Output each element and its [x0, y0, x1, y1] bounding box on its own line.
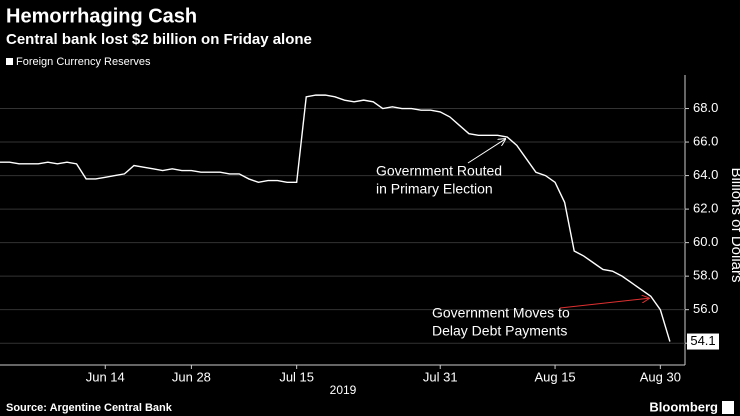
y-tick-label: 56.0 [693, 301, 718, 316]
annotation-arrow [467, 139, 505, 164]
brand: Bloomberg [649, 399, 718, 414]
y-tick-label: 64.0 [693, 167, 718, 182]
chart-title: Hemorrhaging Cash [6, 5, 197, 27]
annotation-arrow [559, 298, 649, 309]
y-tick-label: 66.0 [693, 133, 718, 148]
x-tick-label: Jul 31 [423, 369, 458, 384]
legend-label: Foreign Currency Reserves [16, 56, 151, 68]
x-tick-label: Jul 15 [279, 369, 314, 384]
annotation-text: Delay Debt Payments [432, 323, 567, 339]
annotation-text: Government Routed [376, 163, 502, 179]
y-tick-label: 62.0 [693, 201, 718, 216]
value-label: 54.1 [690, 333, 715, 348]
x-tick-label: Aug 30 [640, 369, 681, 384]
annotation-text: Government Moves to [432, 305, 570, 321]
x-tick-label: Jun 28 [172, 369, 211, 384]
brand-icon [722, 401, 734, 414]
x-tick-label: Aug 15 [534, 369, 575, 384]
annotation-text: in Primary Election [376, 181, 493, 197]
value-label-box [687, 333, 719, 350]
y-tick-label: 68.0 [693, 100, 718, 115]
chart-subtitle: Central bank lost $2 billion on Friday a… [6, 31, 312, 48]
y-axis-label: Billions of Dollars [728, 167, 740, 282]
y-tick-label: 58.0 [693, 268, 718, 283]
x-axis-label: 2019 [330, 383, 357, 397]
x-tick-label: Jun 14 [86, 369, 125, 384]
source: Source: Argentine Central Bank [6, 402, 173, 414]
line [0, 94, 671, 342]
legend-swatch [6, 58, 13, 65]
y-tick-label: 60.0 [693, 234, 718, 249]
